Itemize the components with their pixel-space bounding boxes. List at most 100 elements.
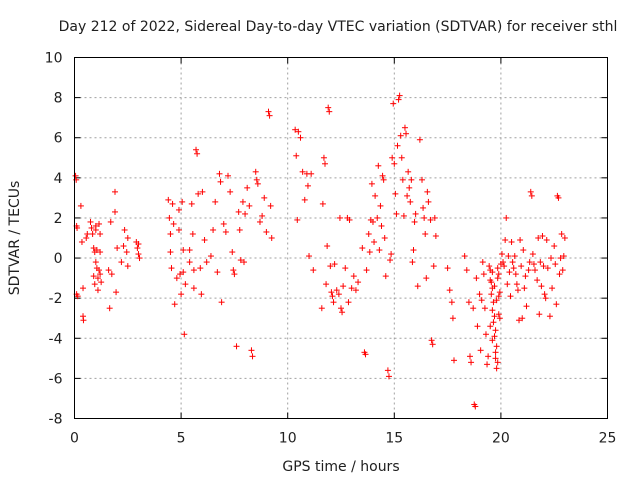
data-point: [540, 263, 547, 270]
data-point: [207, 253, 214, 260]
data-point: [422, 230, 429, 237]
data-point: [492, 349, 499, 356]
data-point: [492, 327, 499, 334]
data-point: [233, 343, 240, 350]
data-point: [201, 237, 208, 244]
data-point: [494, 275, 501, 282]
data-point: [96, 220, 103, 227]
data-point: [513, 281, 520, 288]
data-point: [310, 267, 317, 274]
y-axis-label: SDTVAR / TECUs: [7, 181, 23, 296]
data-point: [489, 307, 496, 314]
data-point: [225, 172, 232, 179]
data-point: [105, 267, 112, 274]
data-point: [384, 367, 391, 374]
data-point: [113, 289, 120, 296]
data-point: [167, 249, 174, 256]
data-point: [362, 351, 369, 358]
data-point: [549, 285, 556, 292]
data-point: [175, 206, 182, 213]
data-point: [188, 200, 195, 207]
data-point: [385, 373, 392, 380]
data-point: [429, 341, 436, 348]
data-point: [266, 112, 273, 119]
data-point: [339, 309, 346, 316]
data-point: [368, 180, 375, 187]
x-tick-label: 5: [177, 431, 186, 447]
data-point: [170, 220, 177, 227]
data-point: [292, 126, 299, 133]
data-point: [190, 285, 197, 292]
data-point: [335, 291, 342, 298]
data-point: [446, 287, 453, 294]
data-point: [181, 331, 188, 338]
data-point: [254, 180, 261, 187]
data-point: [308, 170, 315, 177]
data-point: [387, 257, 394, 264]
data-point: [259, 212, 266, 219]
data-point: [534, 277, 541, 284]
data-point: [377, 202, 384, 209]
data-point: [407, 198, 414, 205]
data-point: [535, 235, 542, 241]
data-point: [518, 263, 525, 270]
data-point: [379, 172, 386, 179]
data-point: [237, 257, 244, 264]
data-point: [491, 333, 498, 340]
data-point: [197, 265, 204, 272]
data-point: [503, 214, 510, 221]
data-point: [327, 263, 334, 270]
data-point: [91, 249, 98, 256]
data-point: [521, 285, 528, 292]
data-point: [502, 237, 509, 244]
data-point: [544, 265, 551, 272]
data-point: [98, 279, 105, 286]
data-point: [195, 190, 202, 197]
data-point: [481, 305, 488, 312]
data-point: [74, 224, 81, 231]
data-point: [106, 305, 113, 312]
data-point: [96, 267, 103, 274]
y-tick-label: -4: [49, 331, 63, 347]
data-point: [414, 283, 421, 290]
x-tick-label: 0: [70, 431, 79, 447]
data-point: [474, 323, 481, 330]
data-point: [167, 230, 174, 237]
data-point: [97, 249, 104, 256]
data-point: [371, 239, 378, 246]
data-point: [403, 130, 410, 137]
data-point: [90, 245, 97, 252]
data-point: [378, 222, 385, 229]
data-point: [494, 359, 501, 366]
data-point: [346, 216, 353, 223]
data-point: [466, 353, 473, 360]
data-point: [112, 188, 119, 195]
data-point: [405, 168, 412, 175]
data-point: [555, 194, 562, 201]
x-tick-label: 15: [385, 431, 403, 447]
data-point: [493, 343, 500, 350]
data-point: [492, 355, 499, 362]
data-point: [477, 347, 484, 354]
data-point: [561, 235, 568, 241]
data-point: [199, 188, 206, 195]
data-point: [496, 315, 503, 322]
data-point: [180, 247, 187, 254]
data-point: [236, 226, 243, 233]
data-point: [107, 218, 114, 225]
data-point: [318, 305, 325, 312]
data-point: [331, 261, 338, 268]
data-point: [248, 347, 255, 354]
data-point: [511, 253, 518, 260]
data-point: [336, 214, 343, 221]
data-point: [229, 249, 236, 256]
data-point: [419, 176, 426, 183]
data-point: [538, 283, 545, 290]
data-point: [528, 192, 535, 199]
data-point: [395, 96, 402, 103]
data-point: [366, 249, 373, 256]
data-point: [486, 263, 493, 270]
data-point: [553, 301, 560, 308]
data-point: [186, 259, 193, 266]
